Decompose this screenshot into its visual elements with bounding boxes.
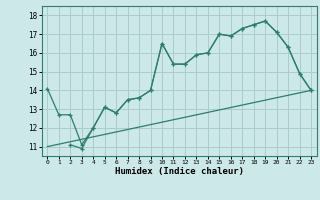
X-axis label: Humidex (Indice chaleur): Humidex (Indice chaleur)	[115, 167, 244, 176]
